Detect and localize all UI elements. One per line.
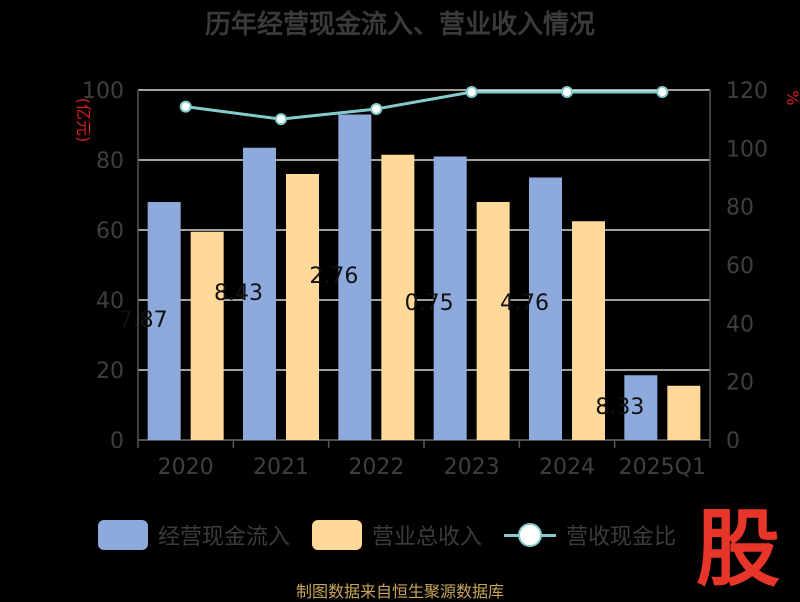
y-right-tick-label: 60 — [726, 254, 754, 279]
ratio-point — [656, 86, 669, 99]
y-left-tick-label: 40 — [96, 289, 124, 314]
y-left-tick-label: 20 — [96, 359, 124, 384]
legend-label-cash: 经营现金流入 — [158, 525, 291, 550]
legend-swatch-cash — [98, 520, 148, 550]
y-right-tick-label: 80 — [726, 196, 754, 221]
x-tick-label: 2022 — [348, 455, 404, 480]
brand-logo: 股 — [696, 500, 780, 588]
bar-revenue — [476, 202, 510, 440]
ratio-point — [179, 100, 192, 113]
ratio-line — [185, 90, 663, 121]
bar-revenue — [190, 231, 224, 440]
data-label: 2.76 — [309, 264, 358, 289]
y-right-tick-label: 40 — [726, 312, 754, 337]
data-label: 8.43 — [214, 281, 263, 306]
x-tick-label: 2024 — [539, 455, 595, 480]
y-left-tick-label: 100 — [82, 79, 124, 104]
y-left-tick-label: 80 — [96, 149, 124, 174]
data-label: 8.33 — [595, 395, 644, 420]
bar-revenue — [667, 385, 701, 440]
y-right-tick-label: 100 — [726, 137, 768, 162]
bar-cash-inflow — [338, 114, 372, 440]
source-note: 制图数据来自恒生聚源数据库 — [295, 582, 504, 601]
legend-swatch-revenue — [312, 520, 363, 550]
legend-label-revenue: 营业总收入 — [372, 525, 483, 550]
data-label: 0.75 — [405, 291, 454, 316]
data-label: 7.87 — [119, 308, 168, 333]
y-right-unit-label: % — [783, 90, 800, 105]
ratio-point — [370, 102, 383, 115]
ratio-point — [275, 113, 287, 126]
brand-logo-glyph: 股 — [696, 500, 780, 588]
x-tick-label: 2023 — [444, 455, 500, 480]
legend-swatch-ratio — [504, 520, 557, 550]
y-left-unit-label: (亿元) — [74, 98, 93, 143]
legend: 经营现金流入 营业总收入 营收现金比 — [98, 517, 698, 553]
chart-title: 历年经营现金流入、营业收入情况 — [204, 10, 595, 40]
y-left-tick-label: 0 — [110, 429, 124, 454]
bar-cash-inflow — [147, 202, 181, 440]
ratio-point — [561, 86, 573, 99]
legend-item-revenue[interactable]: 营业总收入 — [312, 519, 482, 551]
legend-item-cash[interactable]: 经营现金流入 — [98, 519, 290, 551]
x-tick-label: 2020 — [158, 455, 214, 480]
y-right-tick-label: 0 — [726, 429, 740, 454]
bar-revenue — [381, 154, 415, 440]
y-right-tick-label: 20 — [726, 371, 754, 396]
bar-revenue — [572, 221, 605, 440]
bar-cash-inflow — [624, 375, 658, 440]
bar-cash-inflow — [529, 177, 562, 440]
x-tick-label: 2025Q1 — [619, 455, 706, 480]
bar-revenue — [286, 174, 319, 440]
data-label: 4.76 — [500, 291, 549, 316]
y-left-tick-label: 60 — [96, 219, 124, 244]
legend-item-ratio[interactable]: 营收现金比 — [504, 519, 676, 551]
ratio-point — [465, 86, 478, 99]
x-tick-label: 2021 — [253, 455, 309, 480]
y-right-tick-label: 120 — [726, 79, 768, 104]
bar-cash-inflow — [433, 156, 467, 440]
legend-label-ratio: 营收现金比 — [566, 525, 677, 550]
bar-cash-inflow — [243, 147, 276, 440]
